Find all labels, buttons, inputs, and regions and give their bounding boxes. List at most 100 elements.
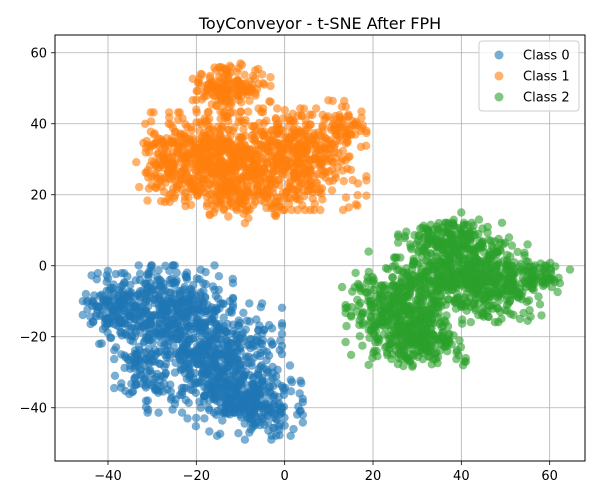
data-point [264, 351, 274, 360]
legend-label: Class 2 [523, 91, 570, 106]
data-point [223, 363, 233, 372]
data-point [429, 330, 438, 340]
data-point [286, 431, 295, 440]
data-point [296, 376, 305, 385]
data-point [268, 167, 278, 176]
data-point [400, 232, 409, 241]
data-point [227, 175, 236, 184]
data-point [285, 183, 294, 192]
data-point [443, 225, 453, 235]
y-tick-label: 0 [39, 259, 47, 274]
data-point [539, 281, 548, 291]
data-point [196, 403, 205, 412]
data-point [394, 232, 403, 241]
data-point [277, 341, 287, 351]
data-point [242, 393, 252, 402]
data-point [145, 365, 155, 374]
data-point [525, 306, 534, 315]
data-point [200, 117, 210, 126]
data-point [405, 290, 415, 299]
data-point [110, 383, 119, 393]
data-point [408, 360, 417, 370]
data-point [285, 116, 294, 125]
data-point [97, 290, 106, 299]
data-point [265, 138, 274, 147]
data-point [206, 140, 215, 150]
data-point [294, 402, 303, 411]
data-point [177, 167, 186, 176]
data-point [221, 137, 230, 146]
data-point [204, 107, 213, 116]
data-point [149, 108, 158, 117]
data-point [421, 227, 430, 236]
data-point [425, 309, 434, 318]
legend: Class 0 Class 1 Class 2 [478, 40, 580, 112]
data-point [221, 407, 230, 417]
data-point [203, 331, 212, 341]
data-point [177, 388, 187, 397]
data-point [214, 334, 224, 343]
data-point [245, 370, 254, 380]
data-point [346, 165, 356, 175]
data-point [235, 190, 244, 199]
data-point [463, 235, 473, 244]
data-point [469, 271, 478, 280]
data-point [184, 145, 194, 155]
data-point [298, 394, 307, 404]
data-point [219, 86, 228, 96]
data-point [171, 358, 180, 367]
data-point [537, 311, 546, 320]
data-point [281, 156, 290, 165]
data-point [434, 218, 443, 228]
data-point [143, 396, 152, 405]
data-point [209, 392, 219, 402]
data-point [286, 375, 295, 384]
data-point [182, 274, 192, 284]
data-point [443, 347, 452, 356]
data-point [491, 261, 501, 270]
data-point [313, 170, 322, 179]
data-point [219, 313, 228, 322]
data-point [289, 169, 299, 178]
data-point [468, 285, 477, 294]
data-point [450, 298, 459, 307]
data-point [494, 318, 503, 327]
data-point [461, 357, 470, 366]
data-point [135, 275, 145, 285]
legend-label: Class 0 [523, 49, 570, 64]
data-point [506, 309, 515, 319]
data-point [133, 321, 143, 331]
data-point [176, 330, 185, 340]
data-point [509, 279, 518, 288]
data-point [130, 380, 140, 389]
data-point [515, 284, 525, 293]
data-point [515, 314, 525, 324]
data-point [267, 435, 276, 444]
data-point [406, 240, 415, 249]
data-point [409, 258, 418, 267]
data-point [241, 325, 250, 334]
data-point [267, 151, 276, 160]
data-point [197, 95, 207, 104]
data-point [269, 175, 279, 184]
data-point [207, 100, 216, 109]
data-point [351, 268, 360, 278]
data-point [212, 363, 221, 373]
data-point [201, 279, 210, 289]
data-point [263, 418, 273, 427]
data-point [524, 296, 534, 305]
data-point [474, 215, 484, 224]
data-point [289, 424, 298, 434]
data-point [357, 113, 366, 123]
data-point [294, 153, 303, 162]
data-point [486, 236, 495, 245]
data-point [196, 152, 205, 161]
data-point [124, 311, 133, 321]
data-point [465, 261, 474, 270]
data-point [234, 429, 243, 438]
data-point [551, 262, 560, 271]
data-point [224, 212, 233, 221]
data-point [255, 321, 264, 330]
data-point [227, 149, 237, 158]
data-point [514, 293, 523, 302]
